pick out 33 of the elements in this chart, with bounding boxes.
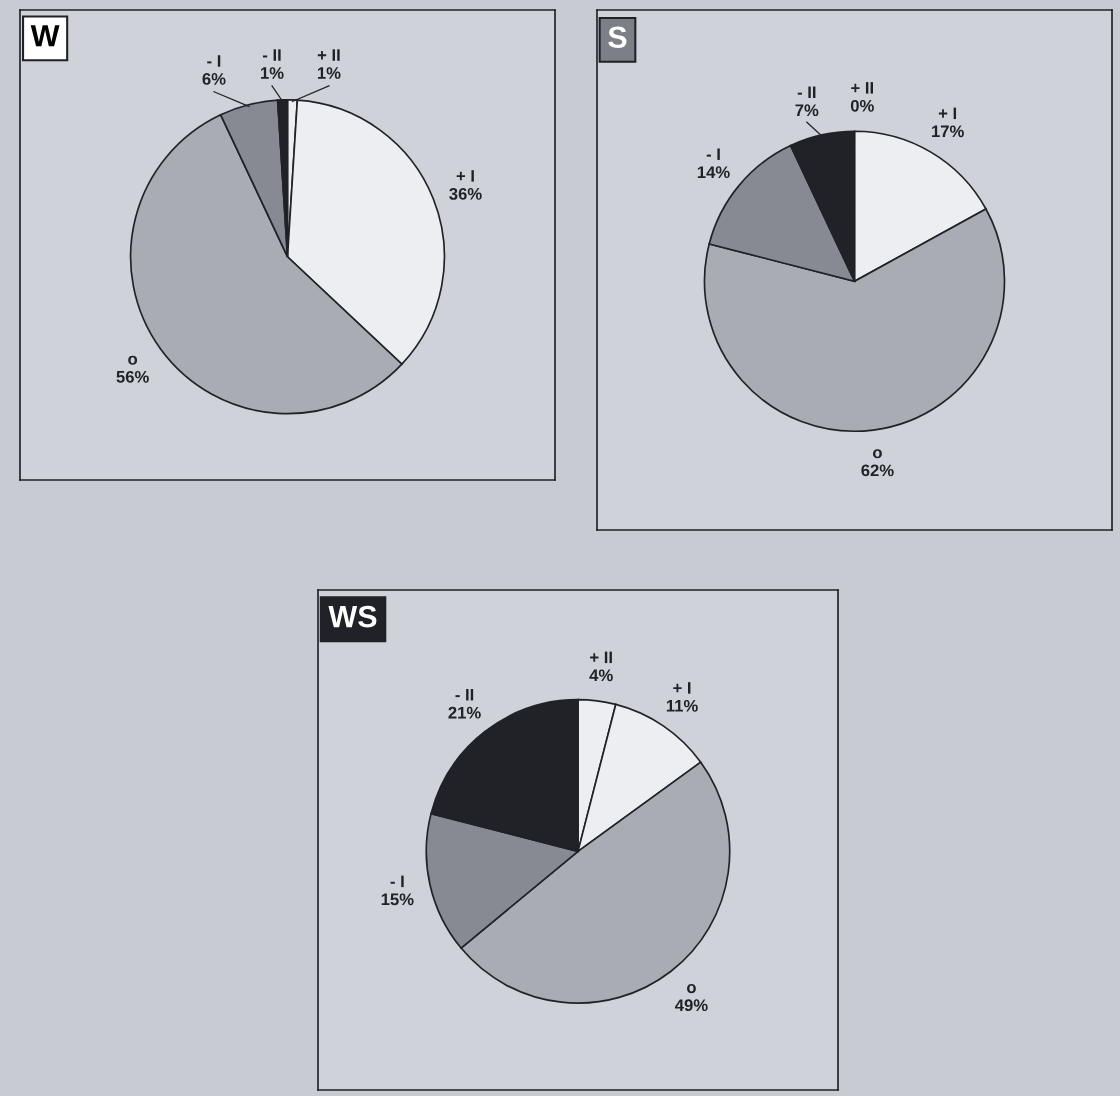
- slice-label: - II: [262, 49, 281, 61]
- slice-label: - I: [706, 148, 720, 160]
- slice-label: + I: [456, 170, 474, 182]
- data-label: 11%: [666, 699, 698, 712]
- text: 0%: [850, 99, 874, 112]
- category-label: + II: [851, 82, 873, 94]
- slice-label: o: [873, 449, 882, 459]
- slice-label: - I: [390, 875, 404, 888]
- slice-label: o: [128, 355, 138, 365]
- data-label: 1%: [261, 67, 284, 79]
- slice-label: + I: [673, 682, 691, 694]
- data-label: 14%: [697, 166, 730, 179]
- data-label: 21%: [448, 706, 481, 719]
- data-label: 17%: [932, 125, 964, 138]
- data-label: 49%: [675, 999, 708, 1012]
- slice-label: o: [687, 984, 696, 994]
- data-label: 15%: [381, 893, 414, 906]
- data-label: 4%: [589, 669, 613, 682]
- chart-title: W: [30, 25, 60, 47]
- slice-label: - II: [455, 688, 474, 701]
- data-label: 7%: [795, 104, 819, 117]
- slice-label: - I: [207, 55, 221, 67]
- data-label: 36%: [449, 187, 482, 200]
- data-label: 56%: [116, 370, 149, 383]
- data-label: 1%: [317, 67, 341, 79]
- data-label: 62%: [861, 464, 894, 477]
- slice-label: + II: [590, 651, 612, 664]
- data-label: 6%: [202, 73, 226, 85]
- chart-title: S: [608, 26, 627, 49]
- chart-title: WS: [328, 605, 377, 628]
- slice-label: + II: [317, 49, 340, 61]
- slice-label: - II: [797, 86, 816, 98]
- slice-label: + I: [938, 107, 957, 120]
